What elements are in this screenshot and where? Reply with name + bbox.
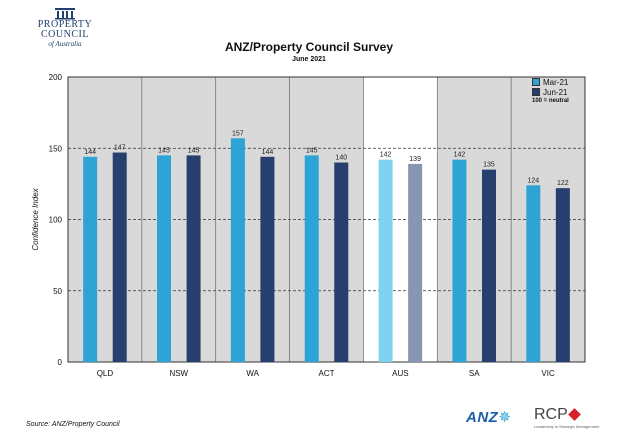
data-label: 157: [232, 130, 244, 137]
bar: [378, 159, 393, 362]
legend-item: Mar-21: [532, 77, 582, 87]
bar: [452, 159, 467, 362]
x-tick-label: AUS: [392, 369, 408, 378]
data-label: 144: [84, 149, 96, 156]
logo-line-2: COUNCIL: [41, 29, 89, 40]
y-tick-label: 50: [53, 287, 62, 296]
legend-label-1: Jun-21: [543, 87, 568, 97]
bar: [304, 155, 319, 362]
legend-label-0: Mar-21: [543, 77, 569, 87]
rcp-tagline: Leadership in Strategic Management: [534, 424, 600, 429]
anz-figure-icon: ✵: [498, 409, 512, 426]
legend-swatch-0: [532, 78, 540, 86]
data-label: 147: [114, 145, 126, 152]
data-label: 142: [380, 152, 392, 159]
bar: [334, 162, 349, 362]
y-tick-label: 0: [58, 358, 63, 367]
x-tick-label: VIC: [541, 369, 555, 378]
property-council-logo: PROPERTY COUNCIL of Australia: [30, 6, 100, 64]
rcp-logo: RCP Leadership in Strategic Management: [534, 406, 599, 429]
bar: [186, 155, 201, 362]
x-tick-label: QLD: [97, 369, 114, 378]
anz-logo-text: ANZ: [466, 409, 499, 426]
chart-subtitle: June 2021: [292, 56, 326, 63]
data-label: 145: [158, 147, 170, 154]
legend-note: 100 = neutral: [532, 98, 569, 104]
bar: [112, 152, 127, 362]
data-label: 142: [454, 152, 466, 159]
data-label: 144: [262, 149, 274, 156]
rcp-logo-text: RCP: [534, 406, 568, 423]
source-note: Source: ANZ/Property Council: [26, 421, 120, 428]
legend: Mar-21 Jun-21 100 = neutral: [532, 77, 582, 109]
x-tick-label: WA: [246, 369, 259, 378]
data-label: 124: [527, 177, 539, 184]
bar: [157, 155, 172, 362]
data-label: 139: [409, 156, 421, 163]
y-tick-label: 200: [49, 73, 63, 82]
building-icon: [55, 8, 75, 20]
bar: [83, 156, 98, 362]
x-tick-label: NSW: [169, 369, 188, 378]
logo-line-3: of Australia: [48, 40, 82, 48]
legend-item: Jun-21: [532, 87, 582, 97]
plot-border: [67, 76, 586, 363]
data-label: 145: [188, 147, 200, 154]
data-label: 140: [335, 155, 347, 162]
anz-logo: ANZ✵: [466, 408, 511, 426]
data-label: 122: [557, 180, 569, 187]
bar: [526, 185, 541, 362]
x-tick-label: SA: [469, 369, 480, 378]
category-panel: [289, 77, 364, 362]
bar: [260, 156, 275, 362]
chart-title: ANZ/Property Council Survey: [224, 40, 394, 54]
x-tick-label: ACT: [319, 369, 335, 378]
bar: [555, 188, 570, 362]
logo-line-1: PROPERTY: [37, 19, 93, 30]
bar: [230, 138, 245, 362]
legend-swatch-1: [532, 88, 540, 96]
rcp-diamond-icon: [567, 408, 581, 421]
data-label: 145: [306, 147, 318, 154]
bar: [481, 169, 496, 362]
data-label: 135: [483, 162, 495, 169]
y-axis-label: Confidence Index: [31, 187, 40, 250]
bar: [408, 163, 423, 362]
y-tick-label: 150: [49, 144, 63, 153]
y-tick-label: 100: [49, 216, 63, 225]
